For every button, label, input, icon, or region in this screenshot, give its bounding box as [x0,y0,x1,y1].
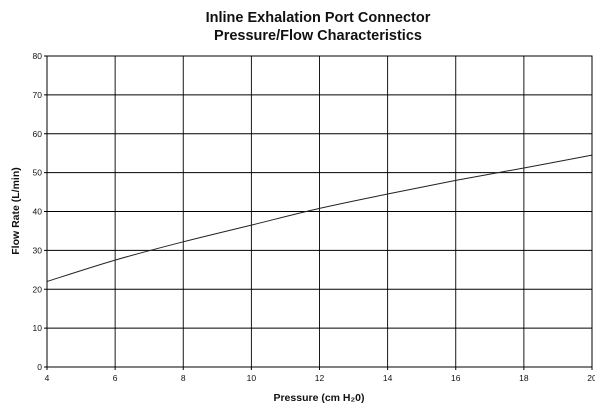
chart-title-line2: Pressure/Flow Characteristics [214,28,422,44]
plot-frame [46,55,593,368]
series-line-0 [46,154,593,282]
y-tick-label-8: 80 [33,51,43,61]
y-tick-label-0: 0 [37,362,42,372]
series-layer [46,154,593,282]
y-tick-label-6: 60 [33,129,43,139]
x-tick-label-3: 10 [247,373,257,383]
chart-title-line1: Inline Exhalation Port Connector [206,10,431,26]
x-tick-label-2: 8 [181,373,186,383]
y-tick-label-1: 10 [33,323,43,333]
x-axis-label: Pressure (cm H₂0) [273,392,364,404]
y-axis-ticks: 0 10 20 30 40 50 60 70 80 [33,51,47,372]
y-axis-label: Flow Rate (L/min) [10,167,22,255]
x-axis-ticks: 4 6 8 10 12 14 16 18 20 [45,367,595,383]
x-tick-label-7: 18 [519,373,529,383]
x-tick-label-8: 20 [587,373,595,383]
x-tick-label-4: 12 [315,373,325,383]
y-tick-label-7: 70 [33,90,43,100]
x-tick-label-6: 16 [451,373,461,383]
y-tick-label-5: 50 [33,168,43,178]
x-tick-label-5: 14 [383,373,393,383]
grid [46,55,593,368]
y-tick-label-2: 20 [33,284,43,294]
y-tick-label-4: 40 [33,207,43,217]
y-tick-label-3: 30 [33,245,43,255]
x-tick-label-0: 4 [45,373,50,383]
x-tick-label-1: 6 [113,373,118,383]
